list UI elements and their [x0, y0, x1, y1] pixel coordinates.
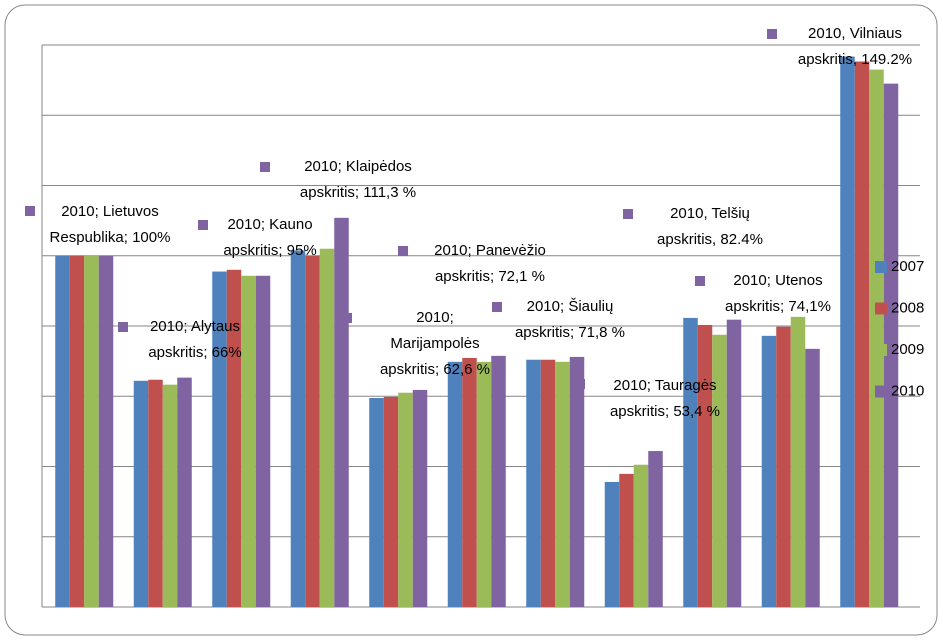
- annotation-text: apskritis, 82.4%: [657, 231, 763, 248]
- bar: [369, 398, 384, 607]
- bar: [383, 396, 399, 607]
- bar: [712, 334, 727, 607]
- bar: [648, 451, 663, 607]
- legend-label: 2007: [891, 258, 924, 275]
- annotation-text: 2010; Panevėžio: [434, 242, 546, 259]
- bar: [869, 69, 884, 607]
- annotation-text: 2010;: [416, 309, 454, 326]
- annotation-text: apskritis; 74,1%: [725, 298, 831, 315]
- annotation-marker: [492, 302, 502, 312]
- annotation-marker: [198, 220, 208, 230]
- annotation-text: Respublika; 100%: [50, 229, 171, 246]
- bar: [883, 83, 899, 607]
- annotation-text: 2010; Lietuvos: [61, 203, 159, 220]
- bar: [98, 255, 114, 607]
- annotation-text: 2010; Alytaus: [150, 318, 240, 335]
- bar: [526, 359, 541, 607]
- legend-label: 2010: [891, 382, 924, 399]
- bar: [726, 319, 742, 607]
- bar: [555, 361, 570, 607]
- annotation-text: apskritis; 111,3 %: [300, 184, 416, 201]
- annotation-text: 2010; Klaipėdos: [304, 158, 412, 175]
- annotation-text: 2010; Utenos: [733, 272, 822, 289]
- bar: [790, 316, 806, 607]
- annotation-marker: [623, 209, 633, 219]
- bar: [255, 275, 271, 607]
- bar: [854, 61, 870, 608]
- annotation-text: apskritis; 95%: [223, 242, 316, 259]
- bar: [476, 361, 492, 607]
- annotation-text: 2010; Tauragės: [613, 377, 716, 394]
- bar: [569, 356, 585, 607]
- annotation-text: apskritis; 62,6 %: [380, 361, 490, 378]
- bar: [69, 255, 85, 607]
- bar: [619, 473, 634, 607]
- bar: [162, 384, 178, 607]
- bar: [148, 379, 163, 607]
- bar: [412, 389, 428, 607]
- annotation-text: Marijampolės: [390, 335, 479, 352]
- annotation-text: apskritis, 149.2%: [798, 51, 912, 68]
- legend-swatch: [875, 344, 887, 356]
- annotation-text: 2010; Kauno: [227, 216, 312, 233]
- annotation-marker: [118, 322, 128, 332]
- annotation-marker: [767, 29, 777, 39]
- bar: [241, 275, 256, 607]
- legend-label: 2008: [891, 299, 924, 316]
- bar: [305, 255, 320, 607]
- bar: [604, 481, 620, 607]
- annotation-text: apskritis; 66%: [148, 344, 241, 361]
- annotation-text: apskritis; 72,1 %: [435, 268, 545, 285]
- legend-swatch: [875, 261, 887, 273]
- bar: [462, 357, 477, 607]
- bar: [447, 361, 463, 607]
- annotation-text: apskritis; 53,4 %: [610, 403, 720, 420]
- bar: [334, 217, 349, 607]
- bar: [84, 255, 99, 607]
- annotation-marker: [695, 276, 705, 286]
- bar: [398, 392, 413, 607]
- bar: [540, 359, 556, 607]
- bar: [633, 464, 649, 607]
- annotation-marker: [575, 379, 585, 389]
- bar: [133, 380, 149, 607]
- bar: [319, 248, 335, 607]
- bar: [226, 269, 242, 607]
- annotation-marker: [25, 206, 35, 216]
- bar: [212, 271, 227, 607]
- bar: [761, 335, 777, 607]
- bar: [55, 255, 70, 607]
- bar: [491, 355, 506, 607]
- annotation-text: apskritis; 71,8 %: [515, 324, 625, 341]
- bar: [177, 377, 192, 607]
- legend-label: 2009: [891, 341, 924, 358]
- legend-swatch: [875, 302, 887, 315]
- annotation-marker: [398, 246, 408, 256]
- legend-swatch: [875, 385, 887, 398]
- bar: [290, 250, 306, 607]
- annotation-text: 2010, Vilniaus: [808, 25, 902, 42]
- annotation-text: 2010, Telšių: [670, 205, 750, 222]
- annotation-marker: [260, 162, 270, 172]
- bar: [683, 317, 698, 607]
- bar: [776, 326, 791, 607]
- bar: [697, 324, 713, 607]
- annotation-marker: [342, 313, 352, 323]
- bar: [805, 348, 820, 607]
- annotation-text: 2010; Šiaulių: [527, 298, 614, 315]
- bar: [840, 56, 855, 608]
